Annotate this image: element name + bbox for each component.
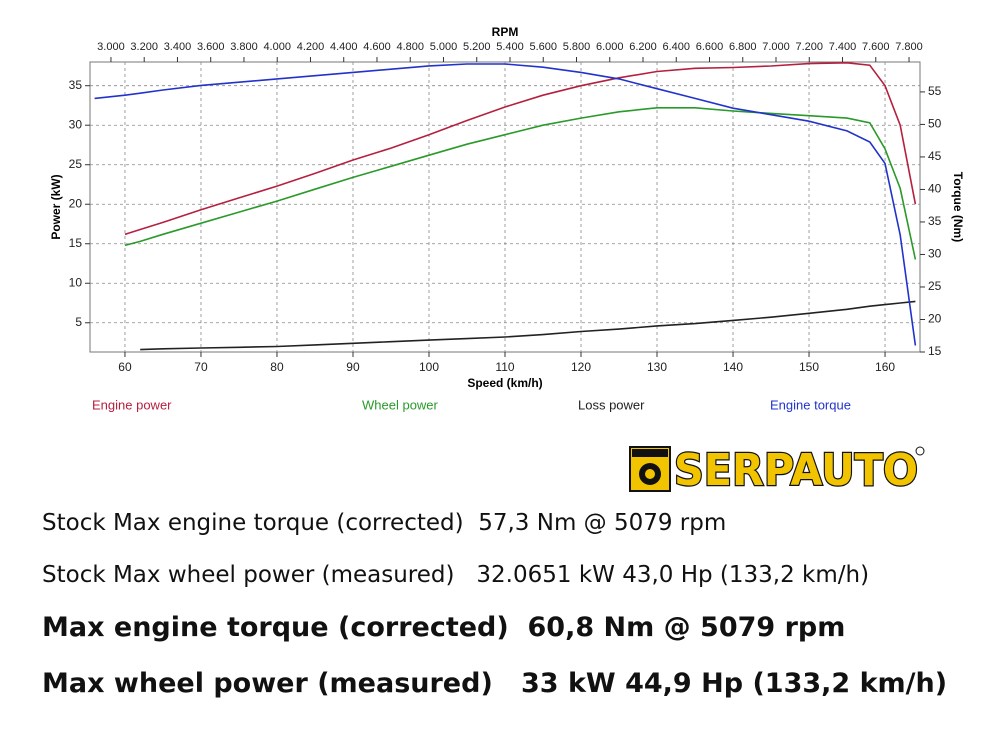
y2-tick-label: 20 (928, 312, 942, 326)
x2-tick-label: 7.800 (895, 41, 923, 53)
y-tick-label: 10 (69, 275, 83, 289)
x2-tick-label: 5.600 (529, 41, 557, 53)
y2-tick-label: 50 (928, 117, 942, 131)
x2-tick-label: 7.400 (829, 41, 857, 53)
legend-entry: Loss power (578, 397, 645, 412)
x-tick-label: 120 (571, 360, 591, 374)
y-tick-label: 15 (69, 236, 83, 250)
y2-tick-label: 40 (928, 182, 942, 196)
y2-tick-label: 15 (928, 344, 942, 358)
x-tick-label: 90 (346, 360, 360, 374)
x2-tick-label: 7.000 (762, 41, 790, 53)
x2-tick-label: 5.400 (496, 41, 524, 53)
x2-tick-label: 4.800 (396, 41, 424, 53)
y2-axis-title: Torque (Nm) (951, 172, 965, 242)
x2-tick-label: 4.200 (297, 41, 325, 53)
x2-tick-label: 4.000 (263, 41, 291, 53)
logo-icon-hole (645, 469, 655, 479)
x2-axis-title: RPM (492, 25, 519, 39)
x2-tick-label: 5.800 (563, 41, 591, 53)
logo-text: SERPAUTO (674, 445, 918, 496)
x2-tick-label: 4.400 (330, 41, 358, 53)
x-tick-label: 150 (799, 360, 819, 374)
x-tick-label: 110 (495, 360, 514, 374)
x2-tick-label: 7.200 (796, 41, 824, 53)
y2-tick-label: 45 (928, 149, 942, 163)
x2-tick-label: 7.600 (862, 41, 890, 53)
x2-tick-label: 6.600 (696, 41, 724, 53)
y2-tick-label: 25 (928, 279, 942, 293)
series-line (124, 107, 917, 260)
x2-tick-label: 5.000 (430, 41, 458, 53)
x2-tick-label: 6.200 (629, 41, 657, 53)
logo: SERPAUTO (629, 444, 925, 497)
y2-tick-label: 55 (928, 84, 942, 98)
note: Max engine torque (corrected) 60,8 Nm @ … (42, 612, 846, 643)
note: Stock Max wheel power (measured) 32.0651… (42, 562, 870, 588)
x-tick-label: 160 (875, 360, 895, 374)
x2-tick-label: 3.000 (97, 41, 125, 53)
logo-registered (915, 446, 925, 456)
x-tick-label: 70 (194, 360, 208, 374)
y2-tick-label: 30 (928, 247, 942, 261)
x2-tick-label: 6.400 (662, 41, 690, 53)
y-tick-label: 20 (69, 196, 83, 210)
y-tick-label: 35 (69, 78, 83, 92)
x2-tick-label: 6.000 (596, 41, 624, 53)
x2-tick-label: 3.200 (130, 41, 158, 53)
note: Max wheel power (measured) 33 kW 44,9 Hp… (42, 668, 948, 699)
logo-icon-band (632, 449, 668, 457)
x-axis-title: Speed (km/h) (467, 376, 542, 390)
y-tick-label: 5 (75, 315, 82, 329)
x-tick-label: 80 (270, 360, 284, 374)
note: Stock Max engine torque (corrected) 57,3… (42, 510, 727, 536)
legend-entry: Engine power (92, 397, 172, 412)
y2-tick-label: 35 (928, 214, 942, 228)
x-tick-label: 140 (723, 360, 743, 374)
series-line (124, 61, 917, 236)
x2-tick-label: 4.600 (363, 41, 391, 53)
x-tick-label: 60 (118, 360, 132, 374)
y-tick-label: 30 (69, 117, 83, 131)
series-line (94, 63, 917, 346)
x-tick-label: 100 (419, 360, 439, 374)
legend-entry: Engine torque (770, 397, 851, 412)
x2-tick-label: 5.200 (463, 41, 491, 53)
x2-tick-label: 3.800 (230, 41, 258, 53)
y-tick-label: 25 (69, 157, 83, 171)
x2-tick-label: 3.600 (197, 41, 225, 53)
x2-tick-label: 3.400 (164, 41, 192, 53)
chart: RPM Speed (km/h) Power (kW) Torque (Nm) … (49, 25, 965, 412)
y-axis-title: Power (kW) (49, 174, 63, 239)
x-tick-label: 130 (647, 360, 667, 374)
legend-entry: Wheel power (362, 397, 439, 412)
series-line (140, 300, 916, 351)
x2-tick-label: 6.800 (729, 41, 757, 53)
